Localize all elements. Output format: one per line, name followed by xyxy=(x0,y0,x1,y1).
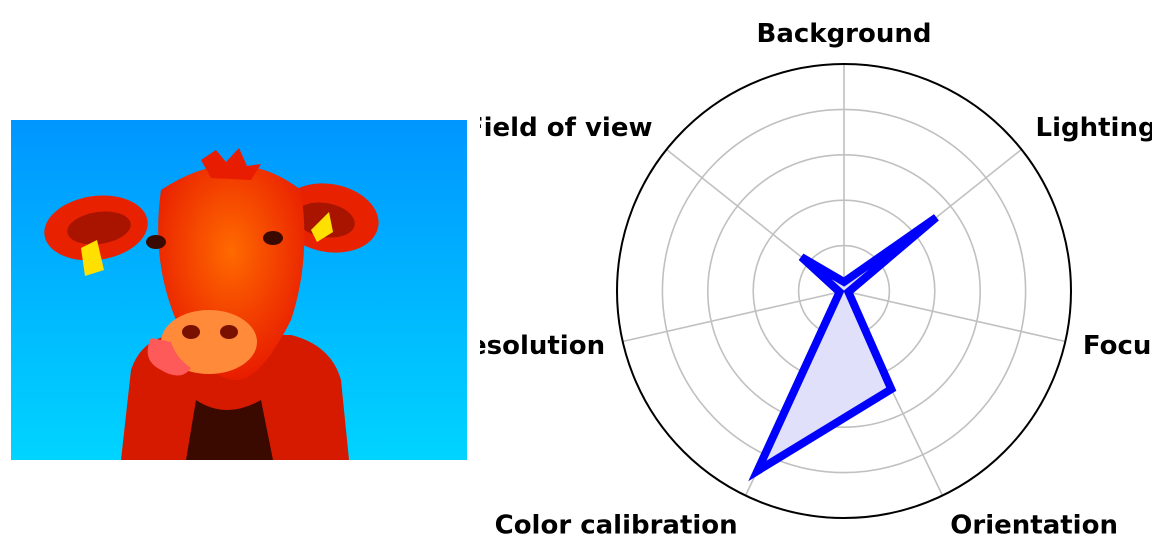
radar-series-fill xyxy=(757,217,937,471)
axis-label-background: Background xyxy=(757,19,932,49)
axis-label-field-of-view: Field of view xyxy=(480,113,653,143)
radar-series-line xyxy=(748,214,939,482)
radar-axis-labels: Background Lighting Focus Orientation Color … xyxy=(480,19,1152,541)
axis-label-color-calibration: Color calibration xyxy=(495,511,738,541)
radar-spoke xyxy=(622,290,845,343)
cow-photo xyxy=(11,120,467,460)
axis-label-resolution: Resolution xyxy=(480,331,605,361)
axis-label-focus: Focus xyxy=(1083,331,1152,361)
axis-label-lighting: Lighting xyxy=(1036,113,1152,143)
radar-frame xyxy=(616,63,1072,519)
axis-label-orientation: Orientation xyxy=(950,511,1118,541)
radar-spoke xyxy=(843,290,1066,343)
radar-chart: Background Lighting Focus Orientation Color … xyxy=(480,19,1152,541)
